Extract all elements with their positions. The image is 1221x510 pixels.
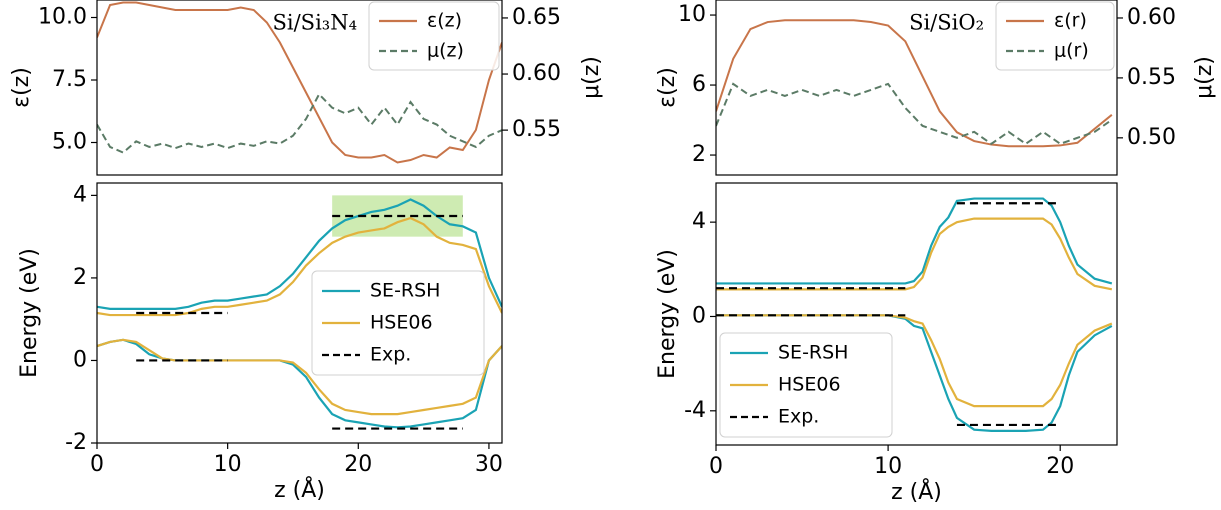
panel-annotation: Si/Si₃N₄ — [273, 11, 358, 35]
axes-frame — [715, 0, 1118, 176]
x-tick-label: 20 — [1046, 454, 1074, 479]
y-axis-label: Energy (eV) — [17, 248, 42, 378]
plot-area — [97, 1, 502, 164]
x-tick-label: 10 — [874, 454, 902, 479]
x-tick-label: 30 — [475, 452, 503, 477]
data-line — [716, 82, 1113, 146]
y-axis-label: ε(z) — [655, 67, 680, 108]
axes-frame — [96, 0, 503, 176]
legend-box — [368, 1, 500, 71]
y-tick-label: 6 — [692, 72, 706, 97]
y2-tick-label: 0.65 — [512, 5, 561, 30]
plot-area — [716, 197, 1113, 432]
y-tick-label: 5.0 — [52, 130, 87, 155]
band-edge — [716, 197, 1113, 285]
y2-axis-label: μ(z) — [579, 56, 604, 99]
plot-area — [97, 195, 502, 430]
panel-annotation: Si/SiO₂ — [909, 11, 984, 35]
y2-tick-label: 0.50 — [1127, 125, 1176, 150]
x-tick-label: 10 — [214, 452, 242, 477]
y2-tick-label: 0.60 — [512, 61, 561, 86]
y-tick-label: 10.0 — [38, 5, 87, 30]
x-axis-label: z (Å) — [891, 478, 942, 505]
x-tick-label: 20 — [344, 452, 372, 477]
legend-box — [311, 270, 485, 376]
y-tick-label: 2 — [692, 142, 706, 167]
x-axis-label: z (Å) — [274, 476, 325, 503]
legend-label: Exp. — [370, 344, 411, 366]
y-tick-label: -4 — [684, 398, 706, 423]
y2-axis-label: μ(z) — [1192, 56, 1217, 99]
x-tick-label: 0 — [709, 454, 723, 479]
plot-area — [716, 19, 1113, 148]
legend-box — [995, 1, 1115, 71]
y-tick-label: -2 — [65, 430, 87, 455]
band-edge — [97, 198, 502, 310]
band-edge — [97, 338, 502, 416]
y-axis-label: Energy (eV) — [655, 249, 680, 379]
data-line — [97, 1, 502, 164]
legend-label: HSE06 — [370, 312, 433, 334]
legend-label: ε(z) — [427, 10, 462, 32]
x-tick-label: 0 — [90, 452, 104, 477]
data-line — [716, 19, 1113, 148]
y-tick-label: 4 — [692, 209, 706, 234]
band-edge — [97, 216, 502, 317]
y-tick-label: 4 — [73, 182, 87, 207]
band-edge — [716, 217, 1113, 291]
legend-label: μ(z) — [427, 40, 464, 62]
axes-frame — [715, 182, 1118, 446]
legend-label: HSE06 — [778, 374, 841, 396]
data-line — [97, 92, 502, 154]
axes-frame — [96, 182, 503, 444]
legend-label: SE-RSH — [778, 342, 848, 364]
y2-tick-label: 0.60 — [1127, 5, 1176, 30]
legend-label: μ(r) — [1054, 40, 1089, 62]
legend-box — [719, 332, 893, 438]
y-tick-label: 2 — [73, 265, 87, 290]
legend-label: SE-RSH — [370, 280, 440, 302]
y-tick-label: 7.5 — [52, 67, 87, 92]
legend-label: Exp. — [778, 406, 819, 428]
y2-tick-label: 0.55 — [1127, 65, 1176, 90]
y-tick-label: 0 — [73, 347, 87, 372]
legend-label: ε(r) — [1054, 10, 1087, 32]
y2-tick-label: 0.55 — [512, 117, 561, 142]
y-tick-label: 10 — [678, 2, 706, 27]
y-tick-label: 0 — [692, 303, 706, 328]
y-axis-label: ε(z) — [9, 67, 34, 108]
